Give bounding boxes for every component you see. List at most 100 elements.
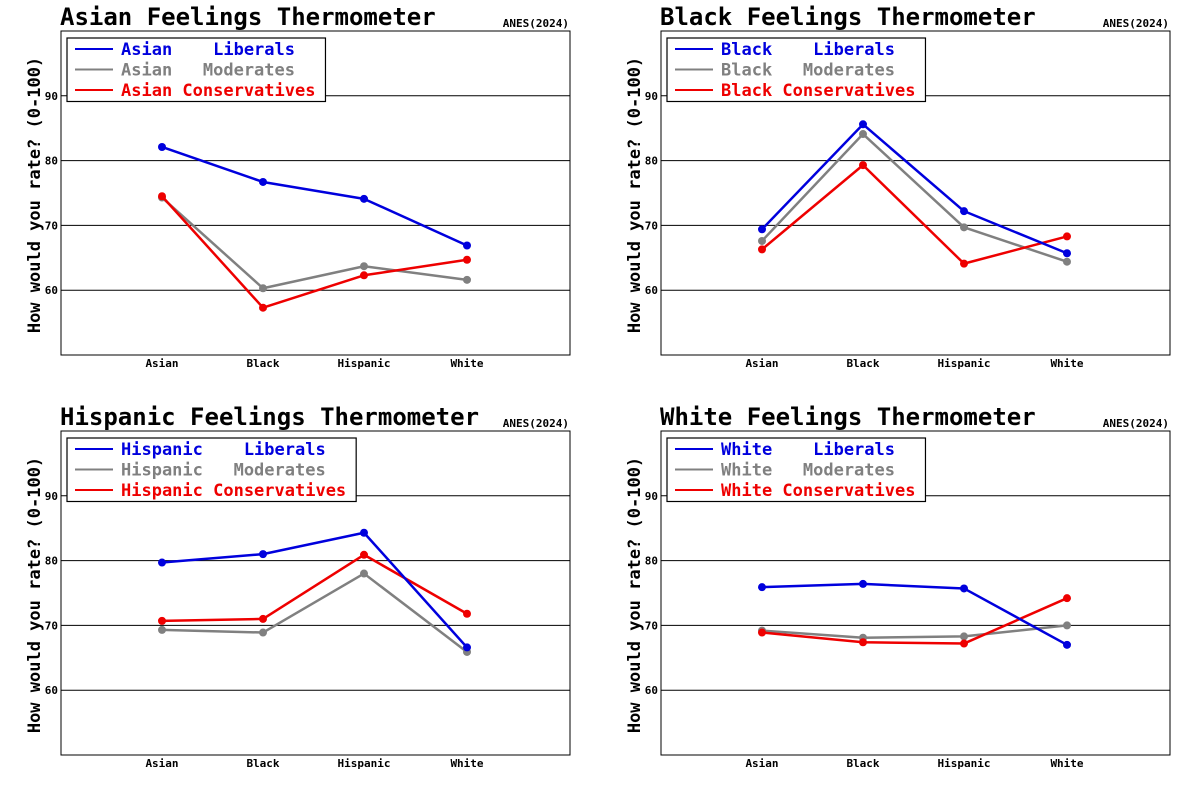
series-line	[161, 145, 468, 247]
x-tick-label: Asian	[745, 357, 778, 370]
data-point	[463, 255, 471, 264]
chart-source: ANES(2024)	[503, 17, 569, 30]
plot-frame	[60, 430, 571, 756]
legend-label: Black Conservatives	[721, 81, 915, 101]
y-axis-label: How would you rate? (0-100)	[25, 457, 45, 733]
data-point	[158, 625, 166, 634]
data-point	[463, 609, 471, 618]
data-point	[758, 225, 766, 234]
data-point	[1063, 594, 1071, 603]
legend-label: White Conservatives	[721, 481, 915, 501]
y-tick-label: 80	[45, 555, 58, 568]
data-point	[360, 569, 368, 578]
chart-source: ANES(2024)	[503, 417, 569, 430]
data-point	[259, 614, 267, 623]
legend-label: White Moderates	[721, 461, 895, 481]
legend-label: Hispanic Conservatives	[121, 481, 346, 501]
data-point	[463, 275, 471, 284]
chart-title: Hispanic Feelings Thermometer	[60, 403, 479, 431]
y-tick-label: 70	[45, 219, 58, 232]
data-point	[360, 528, 368, 537]
y-tick-label: 80	[645, 155, 658, 168]
chart-source: ANES(2024)	[1103, 17, 1169, 30]
y-tick-label: 90	[45, 90, 58, 103]
data-point	[360, 194, 368, 203]
y-tick-label: 70	[45, 619, 58, 632]
data-point	[463, 241, 471, 250]
x-tick-label: White	[1050, 357, 1083, 370]
legend-label: Hispanic Moderates	[121, 461, 326, 481]
chart-svg: Black Feelings Thermometer ANES(2024) Ho…	[625, 3, 1171, 370]
legend-box	[66, 437, 357, 503]
chart-title: Black Feelings Thermometer	[660, 3, 1036, 31]
data-point	[859, 579, 867, 588]
data-point	[1063, 621, 1071, 630]
y-tick-label: 70	[645, 619, 658, 632]
chart-title: Asian Feelings Thermometer	[60, 3, 436, 31]
series-line	[761, 597, 1068, 645]
chart-svg: White Feelings Thermometer ANES(2024) Ho…	[625, 403, 1171, 770]
x-tick-label: Hispanic	[338, 357, 391, 370]
data-point	[360, 262, 368, 271]
series-line	[761, 132, 1068, 263]
data-point	[1063, 257, 1071, 266]
legend-label: Black Moderates	[721, 61, 895, 81]
data-point	[758, 583, 766, 592]
data-point	[859, 638, 867, 647]
chart-title: White Feelings Thermometer	[660, 403, 1036, 431]
y-tick-label: 90	[645, 490, 658, 503]
chart-panel-white: White Feelings Thermometer ANES(2024) Ho…	[600, 400, 1200, 800]
data-point	[259, 628, 267, 637]
data-point	[960, 259, 968, 268]
series-line	[161, 553, 468, 623]
y-tick-label: 60	[45, 284, 58, 297]
y-tick-label: 60	[645, 684, 658, 697]
legend-label: Asian Moderates	[121, 61, 295, 81]
chart-source: ANES(2024)	[1103, 417, 1169, 430]
data-point	[960, 223, 968, 232]
data-point	[158, 558, 166, 567]
data-point	[1063, 232, 1071, 241]
y-axis-label: How would you rate? (0-100)	[25, 57, 45, 333]
plot-frame	[60, 30, 571, 356]
data-point	[1063, 249, 1071, 258]
data-point	[859, 130, 867, 139]
data-point	[158, 616, 166, 625]
x-tick-label: Hispanic	[938, 357, 991, 370]
data-point	[259, 550, 267, 559]
x-tick-label: Asian	[145, 357, 178, 370]
x-tick-label: Hispanic	[938, 757, 991, 770]
chart-svg: Hispanic Feelings Thermometer ANES(2024)…	[25, 403, 571, 770]
series-line	[161, 196, 468, 290]
legend-label: Black Liberals	[721, 40, 895, 60]
series-line	[761, 624, 1068, 639]
data-point	[158, 192, 166, 201]
data-point	[859, 161, 867, 170]
chart-panel-hispanic: Hispanic Feelings Thermometer ANES(2024)…	[0, 400, 600, 800]
data-point	[758, 245, 766, 254]
series-line	[761, 163, 1068, 265]
data-point	[960, 632, 968, 641]
y-tick-label: 60	[645, 284, 658, 297]
data-point	[463, 643, 471, 652]
series-line	[161, 531, 468, 649]
data-point	[960, 584, 968, 593]
data-point	[259, 303, 267, 312]
plot-frame	[660, 30, 1171, 356]
series-line	[761, 123, 1068, 255]
x-tick-label: Asian	[745, 757, 778, 770]
chart-svg: Asian Feelings Thermometer ANES(2024) Ho…	[25, 3, 571, 370]
x-tick-label: White	[450, 357, 483, 370]
series-line	[761, 582, 1068, 646]
data-point	[758, 236, 766, 245]
data-point	[259, 177, 267, 186]
series-line	[161, 572, 468, 653]
y-tick-label: 80	[645, 555, 658, 568]
chart-panel-black: Black Feelings Thermometer ANES(2024) Ho…	[600, 0, 1200, 400]
data-point	[859, 120, 867, 129]
series-line	[161, 195, 468, 309]
data-point	[1063, 640, 1071, 649]
data-point	[960, 207, 968, 216]
y-axis-label: How would you rate? (0-100)	[625, 457, 645, 733]
data-point	[758, 628, 766, 637]
